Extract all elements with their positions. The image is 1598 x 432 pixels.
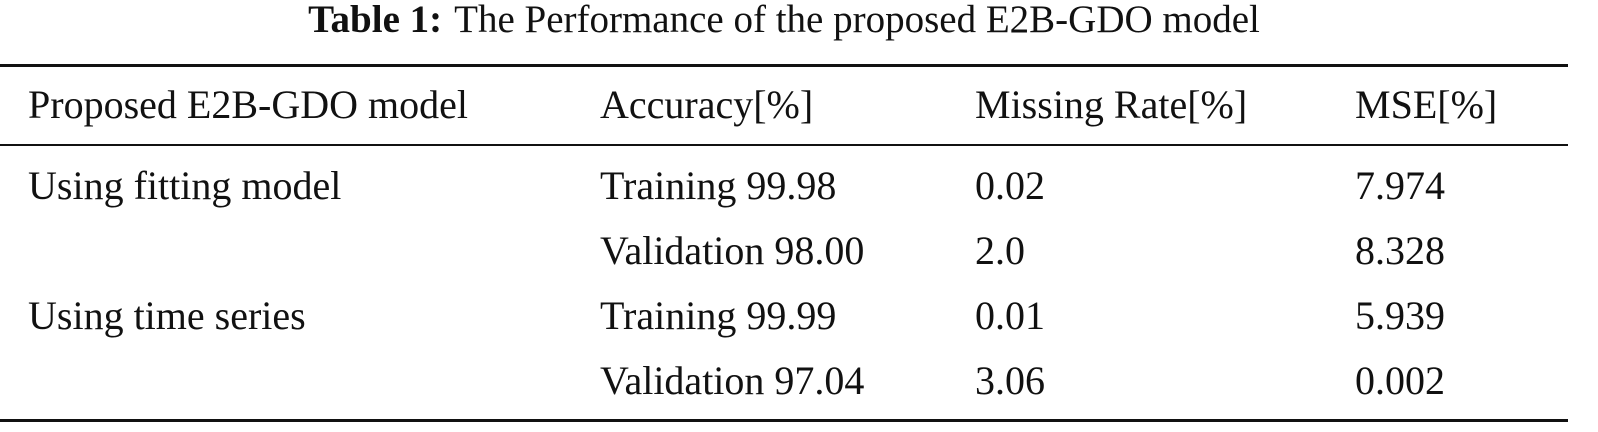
table-cell: Training 99.99 bbox=[600, 293, 837, 338]
table-cell: 2.0 bbox=[975, 228, 1025, 273]
table-cell: 7.974 bbox=[1355, 163, 1445, 208]
header-cell: Accuracy[%] bbox=[600, 82, 814, 127]
table-cell: Training 99.98 bbox=[600, 163, 837, 208]
top-rule bbox=[0, 64, 1568, 67]
header-cell: Proposed E2B-GDO model bbox=[28, 82, 468, 127]
caption-label: Table 1: bbox=[308, 0, 443, 41]
table-caption: Table 1: The Performance of the proposed … bbox=[0, 0, 1568, 40]
table-cell: Validation 97.04 bbox=[600, 358, 865, 403]
table-cell: 0.02 bbox=[975, 163, 1045, 208]
mid-rule bbox=[0, 144, 1568, 146]
header-cell: MSE[%] bbox=[1355, 82, 1498, 127]
table-cell: 8.328 bbox=[1355, 228, 1445, 273]
header-cell: Missing Rate[%] bbox=[975, 82, 1248, 127]
table-cell: 0.002 bbox=[1355, 358, 1445, 403]
bottom-rule bbox=[0, 419, 1568, 422]
table-cell: 0.01 bbox=[975, 293, 1045, 338]
group-label: Using time series bbox=[28, 293, 306, 338]
caption-text: The Performance of the proposed E2B-GDO … bbox=[454, 0, 1260, 41]
table-cell: 3.06 bbox=[975, 358, 1045, 403]
table-cell: 5.939 bbox=[1355, 293, 1445, 338]
table-cell: Validation 98.00 bbox=[600, 228, 865, 273]
group-label: Using fitting model bbox=[28, 163, 342, 208]
